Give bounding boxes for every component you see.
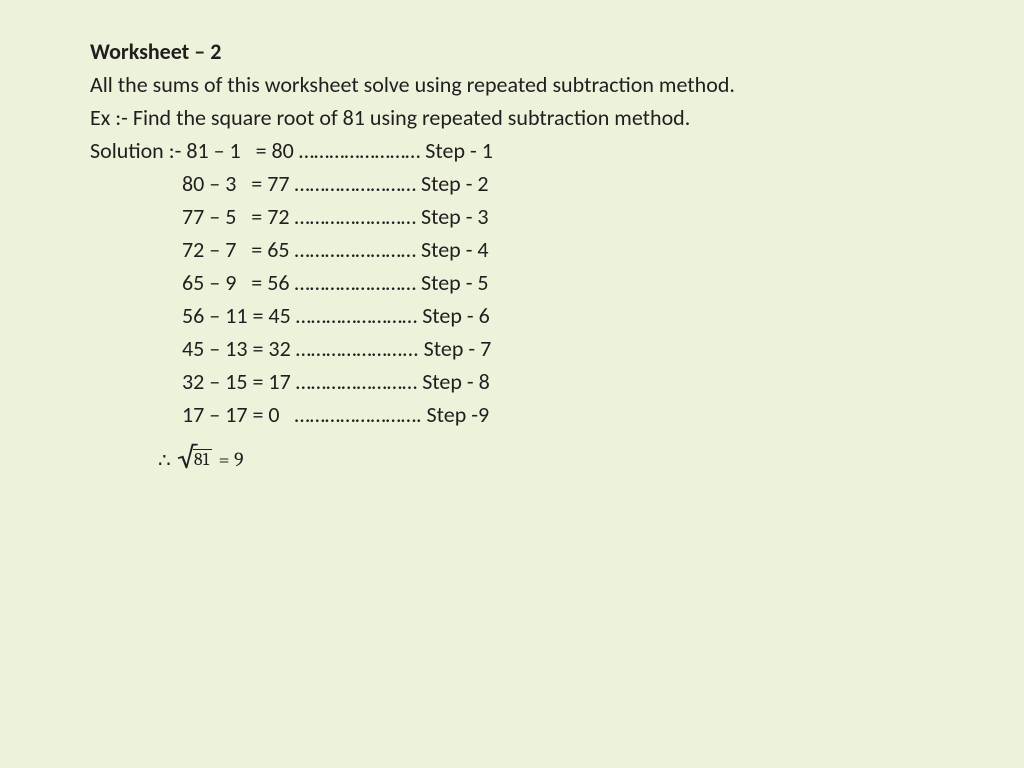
solution-step: 81 – 1 = 80 …………………… Step - 1 xyxy=(186,137,493,164)
worksheet-title: Worksheet – 2 xyxy=(90,38,934,65)
step-label: Step - 5 xyxy=(416,269,489,296)
step-eq: = 0 xyxy=(248,401,295,428)
step-eq: = 65 xyxy=(246,236,294,263)
step-label: Step - 3 xyxy=(416,203,489,230)
solution-step: 80 – 3 = 77 …………………… Step - 2 xyxy=(182,170,934,197)
therefore-symbol: ∴ xyxy=(158,448,171,472)
solution-step: 65 – 9 = 56 …………………… Step - 5 xyxy=(182,269,934,296)
step-eq: = 72 xyxy=(246,203,294,230)
intro-line: All the sums of this worksheet solve usi… xyxy=(90,71,934,98)
radical-icon: √ xyxy=(177,440,197,475)
step-label: Step - 4 xyxy=(416,236,489,263)
step-eq: = 77 xyxy=(246,170,294,197)
step-dots: …………………… xyxy=(295,170,417,197)
step-dots: ……………………. xyxy=(295,401,422,428)
solution-first-line: Solution :- 81 – 1 = 80 …………………… Step - … xyxy=(90,137,934,164)
conclusion-line: ∴ √81 = 9 xyxy=(158,442,934,477)
step-dots: …………………… xyxy=(295,203,417,230)
step-lhs: 80 – 3 xyxy=(182,170,246,197)
step-lhs: 32 – 15 xyxy=(182,368,248,395)
step-label: Step - 7 xyxy=(419,335,492,362)
step-eq: = 32 xyxy=(248,335,296,362)
solution-label: Solution :- xyxy=(90,137,186,164)
step-dots: …………………… xyxy=(296,302,418,329)
solution-step: 56 – 11 = 45 …………………… Step - 6 xyxy=(182,302,934,329)
solution-step: 45 – 13 = 32 …………………... Step - 7 xyxy=(182,335,934,362)
solution-steps: 80 – 3 = 77 …………………… Step - 2 77 – 5 = 7… xyxy=(182,170,934,428)
step-eq: = 17 xyxy=(248,368,296,395)
step-label: Step - 8 xyxy=(417,368,490,395)
equals-result: = 9 xyxy=(214,448,243,471)
step-lhs: 45 – 13 xyxy=(182,335,248,362)
step-dots: …………………… xyxy=(296,368,418,395)
step-label: Step - 2 xyxy=(416,170,489,197)
step-dots: …………………… xyxy=(295,269,417,296)
solution-step: 17 – 17 = 0 ……………………. Step -9 xyxy=(182,401,934,428)
sqrt-expression: √81 xyxy=(177,442,212,477)
step-lhs: 17 – 17 xyxy=(182,401,248,428)
step-lhs: 72 – 7 xyxy=(182,236,246,263)
step-label: Step - 1 xyxy=(420,137,493,164)
step-dots: …………………... xyxy=(296,335,419,362)
step-label: Step - 6 xyxy=(417,302,490,329)
step-lhs: 77 – 5 xyxy=(182,203,246,230)
step-label: Step -9 xyxy=(422,401,490,428)
step-dots: …………………… xyxy=(299,137,421,164)
step-lhs: 65 – 9 xyxy=(182,269,246,296)
step-eq: = 56 xyxy=(246,269,294,296)
step-eq: = 80 xyxy=(251,137,299,164)
step-lhs: 81 – 1 xyxy=(186,137,250,164)
solution-step: 32 – 15 = 17 …………………… Step - 8 xyxy=(182,368,934,395)
solution-step: 72 – 7 = 65 …………………… Step - 4 xyxy=(182,236,934,263)
step-lhs: 56 – 11 xyxy=(182,302,248,329)
step-eq: = 45 xyxy=(248,302,296,329)
solution-step: 77 – 5 = 72 …………………… Step - 3 xyxy=(182,203,934,230)
step-dots: …………………… xyxy=(295,236,417,263)
example-line: Ex :- Find the square root of 81 using r… xyxy=(90,104,934,131)
